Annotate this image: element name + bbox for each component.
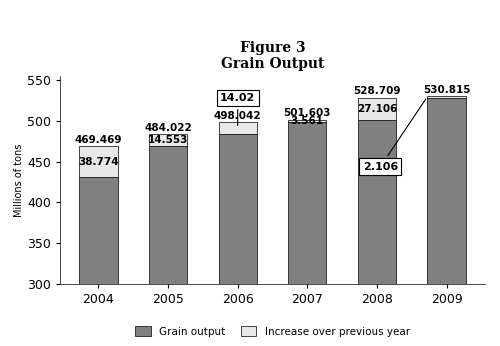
Title: Figure 3
Grain Output: Figure 3 Grain Output: [221, 40, 324, 71]
Bar: [288, 122, 327, 284]
Bar: [288, 120, 327, 122]
Bar: [80, 146, 118, 177]
Text: 528.709: 528.709: [353, 86, 401, 96]
Text: 3.561: 3.561: [291, 116, 324, 126]
Y-axis label: Millions of tons: Millions of tons: [14, 143, 24, 217]
Bar: [358, 98, 396, 120]
Bar: [149, 146, 187, 284]
Text: 530.815: 530.815: [423, 84, 470, 94]
Bar: [428, 98, 466, 284]
Text: 498.042: 498.042: [214, 111, 262, 121]
Bar: [428, 96, 466, 98]
Text: 484.022: 484.022: [144, 123, 192, 133]
Text: 14.02: 14.02: [220, 93, 256, 125]
Text: 501.603: 501.603: [284, 108, 331, 118]
Bar: [149, 134, 187, 146]
Legend: Grain output, Increase over previous year: Grain output, Increase over previous yea…: [131, 322, 414, 341]
Text: 469.469: 469.469: [74, 135, 122, 145]
Text: 27.106: 27.106: [356, 103, 397, 113]
Bar: [358, 120, 396, 284]
Text: 38.774: 38.774: [78, 156, 119, 166]
Text: 2.106: 2.106: [363, 99, 426, 172]
Bar: [218, 134, 257, 284]
Bar: [218, 122, 257, 134]
Bar: [80, 177, 118, 284]
Text: 14.553: 14.553: [148, 135, 188, 145]
